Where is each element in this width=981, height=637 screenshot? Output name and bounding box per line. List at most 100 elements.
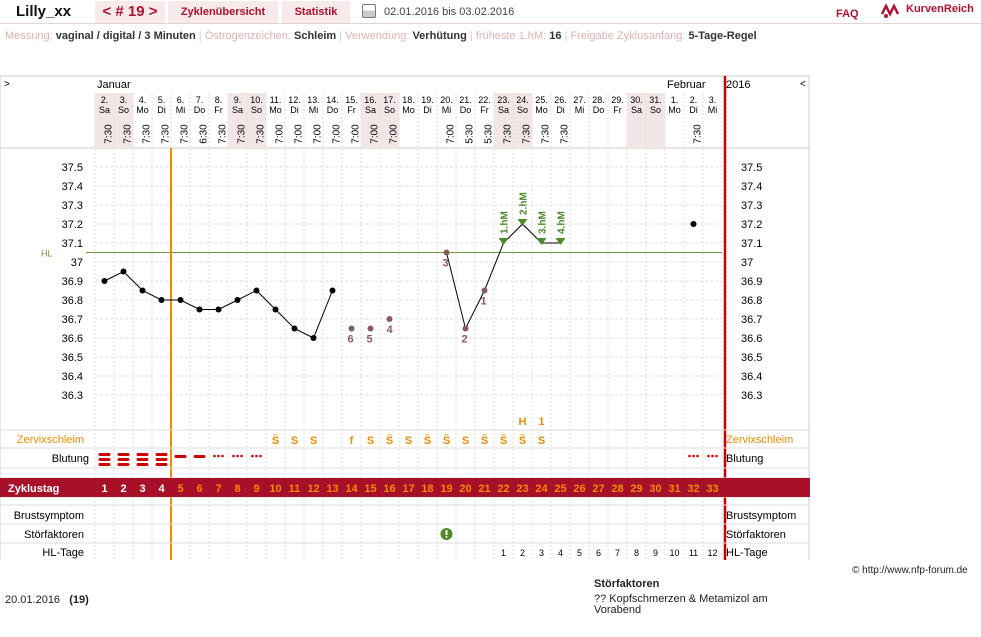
info-value: 5-Tage-Regel xyxy=(688,30,757,42)
top-bar: Lilly_xx < # 19 > Zyklenübersicht Statis… xyxy=(0,0,981,24)
bleeding-heavy xyxy=(136,463,149,466)
weekday: Mi xyxy=(708,105,718,115)
day-number: 22. xyxy=(478,95,491,105)
bleeding-light xyxy=(213,454,216,458)
weekday: Mo xyxy=(269,105,282,115)
bleeding-heavy xyxy=(155,458,168,461)
y-tick-left: 36.8 xyxy=(62,295,83,307)
day-number: 21. xyxy=(459,95,472,105)
info-separator: | xyxy=(198,30,205,42)
brand-logo[interactable]: KurvenReich xyxy=(880,2,980,20)
day-number: 3. xyxy=(120,95,128,105)
username[interactable]: Lilly_xx xyxy=(16,3,72,20)
weekday: Fr xyxy=(480,105,489,115)
day-number: 19. xyxy=(421,95,434,105)
cycle-day-number: 33 xyxy=(706,483,718,495)
bleeding-light xyxy=(255,454,258,458)
temp-point xyxy=(158,297,165,303)
cycle-day-number: 23 xyxy=(516,483,528,495)
year-label: 2016 xyxy=(726,79,750,91)
weekend-shade xyxy=(95,93,114,148)
weekday: So xyxy=(251,105,262,115)
zyklustag-label: Zyklustag xyxy=(8,483,59,495)
measure-time: 7:30 xyxy=(123,124,134,144)
measure-time: 7:30 xyxy=(503,124,514,144)
weekend-shade xyxy=(627,93,646,148)
bleeding-heavy xyxy=(117,453,130,456)
bleeding-light xyxy=(707,454,710,458)
stoer-title: Störfaktoren xyxy=(594,578,660,590)
y-tick-right: 37 xyxy=(741,257,753,269)
y-tick-right: 36.4 xyxy=(741,371,762,383)
point-label: 2 xyxy=(461,334,467,346)
zervix-symbol: f xyxy=(350,435,354,447)
day-number: 8. xyxy=(215,95,223,105)
measure-time: 7:30 xyxy=(180,124,191,144)
bleeding-light xyxy=(240,454,243,458)
hm-label: 4.hM xyxy=(557,211,568,234)
measure-time: 7:00 xyxy=(332,124,343,144)
bleeding-heavy xyxy=(136,458,149,461)
weekday: Mo xyxy=(402,105,415,115)
hl-day-number: 1 xyxy=(501,548,506,558)
info-separator: | xyxy=(469,30,476,42)
measure-time: 7:00 xyxy=(275,124,286,144)
bleeding-heavy xyxy=(155,463,168,466)
measure-time: 7:00 xyxy=(313,124,324,144)
tab-zyklenuebersicht[interactable]: Zyklenübersicht xyxy=(168,1,278,23)
temp-point-excluded xyxy=(367,325,374,332)
measure-time: 7:30 xyxy=(256,124,267,144)
day-number: 5. xyxy=(158,95,166,105)
cycle-day-number: 25 xyxy=(554,483,566,495)
hl-tage-label: HL-Tage xyxy=(42,547,84,559)
weekday: Do xyxy=(194,105,206,115)
weekend-shade xyxy=(513,93,532,148)
hm-marker xyxy=(498,238,509,245)
info-separator: | xyxy=(339,30,346,42)
temp-curve xyxy=(104,270,333,339)
y-tick-right: 37.2 xyxy=(741,219,762,231)
measure-time: 7:30 xyxy=(541,124,552,144)
measure-time: 7:30 xyxy=(218,124,229,144)
temp-point xyxy=(690,221,697,227)
measure-time: 7:30 xyxy=(237,124,248,144)
weekday: Sa xyxy=(365,105,376,115)
faq-link[interactable]: FAQ xyxy=(836,8,859,20)
y-tick-left: 36.7 xyxy=(62,314,83,326)
temp-point-excluded xyxy=(443,249,450,256)
zyklustag-bar xyxy=(0,478,810,497)
point-label: 6 xyxy=(347,334,353,346)
cycle-selector[interactable]: < # 19 > xyxy=(95,1,165,23)
hm-marker xyxy=(536,238,547,245)
bleeding-light xyxy=(696,454,699,458)
hl-day-number: 8 xyxy=(634,548,639,558)
temp-point xyxy=(101,278,108,284)
cycle-day-number: 6 xyxy=(196,483,202,495)
zervix-symbol: S xyxy=(291,435,298,447)
day-number: 2. xyxy=(690,95,698,105)
zervix-symbol: S̈ xyxy=(519,434,526,447)
y-tick-right: 36.9 xyxy=(741,276,762,288)
weekday: Di xyxy=(556,105,565,115)
info-value: Verhütung xyxy=(412,30,467,42)
hm-marker xyxy=(555,238,566,245)
cycle-day-number: 10 xyxy=(269,483,281,495)
day-number: 26. xyxy=(554,95,567,105)
temp-point xyxy=(272,306,279,313)
bleeding-light xyxy=(236,454,239,458)
point-label: 4 xyxy=(386,324,393,336)
temp-point-excluded xyxy=(386,316,393,322)
tab-statistik[interactable]: Statistik xyxy=(282,1,350,23)
weekday: Mo xyxy=(136,105,149,115)
weekday: Sa xyxy=(631,105,642,115)
y-tick-left: 36.9 xyxy=(62,276,83,288)
day-number: 20. xyxy=(440,95,453,105)
y-tick-left: 37.3 xyxy=(62,200,83,212)
weekday: So xyxy=(650,105,661,115)
bleeding-heavy xyxy=(117,463,130,466)
printer-icon[interactable] xyxy=(362,4,376,18)
weekday: Sa xyxy=(232,105,243,115)
bleeding-light xyxy=(251,454,254,458)
weekday: Fr xyxy=(214,105,223,115)
day-number: 4. xyxy=(139,95,147,105)
